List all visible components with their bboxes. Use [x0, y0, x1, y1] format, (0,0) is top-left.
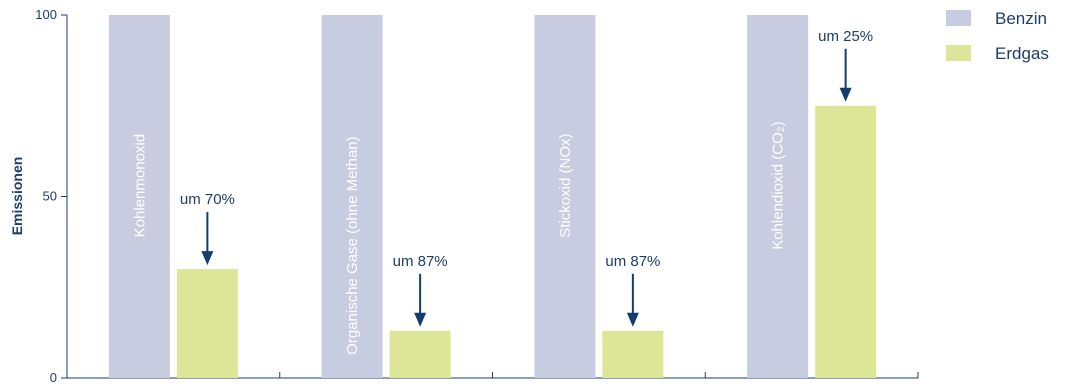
- category-label: Kohlenmonoxid: [131, 134, 148, 237]
- annotations: um 70% um 87% um 87% um 25%: [180, 28, 873, 327]
- reduction-label: um 70%: [180, 191, 235, 208]
- category-label: Kohlendioxid (CO₂): [770, 121, 787, 249]
- legend: Benzin Erdgas: [946, 9, 1049, 63]
- reduction-label: um 25%: [818, 28, 873, 45]
- bar-benzin: [747, 15, 809, 378]
- reduction-label: um 87%: [605, 253, 660, 270]
- reduction-label: um 87%: [393, 253, 448, 270]
- legend-label: Erdgas: [995, 44, 1049, 63]
- bar-erdgas: [815, 105, 877, 378]
- y-axis-label: Emissionen: [9, 157, 25, 236]
- bar-erdgas: [602, 330, 664, 378]
- y-tick-label: 50: [43, 189, 57, 204]
- arrow-head: [414, 312, 427, 327]
- legend-label: Benzin: [995, 9, 1047, 28]
- legend-swatch: [946, 45, 971, 61]
- legend-swatch: [946, 10, 971, 26]
- bars: Kohlenmonoxid Organische Gase (ohne Metha…: [108, 15, 877, 378]
- bar-erdgas: [389, 330, 451, 378]
- y-tick-label: 100: [35, 7, 57, 22]
- bar-erdgas: [176, 269, 238, 378]
- bar-benzin: [534, 15, 596, 378]
- arrow-head: [839, 87, 852, 102]
- category-label: Organische Gase (ohne Methan): [344, 136, 361, 354]
- bar-benzin: [108, 15, 170, 378]
- category-label: Stickoxid (NOx): [557, 134, 574, 238]
- y-tick-label: 0: [50, 370, 57, 385]
- arrow-head: [201, 251, 214, 266]
- arrow-head: [626, 312, 639, 327]
- bar-benzin: [321, 15, 383, 378]
